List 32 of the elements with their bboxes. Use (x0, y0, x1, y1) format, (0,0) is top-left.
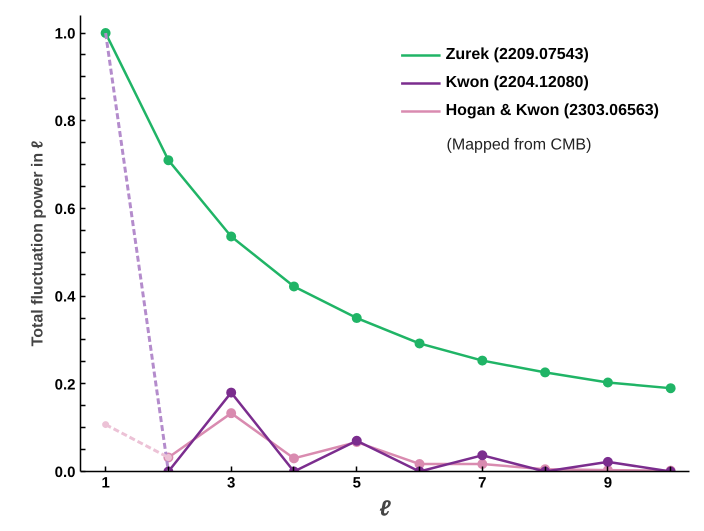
x-tick-label: 9 (604, 474, 612, 492)
point (477, 450, 488, 460)
annotation: (Mapped from CMB) (446, 136, 592, 154)
point (666, 383, 676, 394)
legend-label: Kwon (2204.12080) (446, 74, 589, 92)
y-tick-label: 0.6 (54, 200, 76, 218)
point (288, 453, 299, 464)
point (102, 421, 110, 428)
x-tick-label: 5 (352, 474, 361, 492)
point (226, 408, 236, 418)
point (414, 338, 425, 348)
legend-label: Hogan & Kwon (2303.06563) (446, 102, 659, 120)
point (352, 313, 362, 324)
x-tick-label: 7 (478, 474, 486, 492)
legend-label: Zurek (2209.07543) (446, 46, 589, 64)
x-axis-title: ℓ (379, 496, 392, 520)
y-tick-label: 0.0 (54, 464, 76, 481)
x-tick-label: 3 (227, 474, 236, 492)
point (288, 281, 299, 292)
point (602, 378, 613, 388)
point (477, 356, 488, 366)
point (163, 155, 174, 166)
y-tick-label: 0.4 (54, 288, 76, 306)
x-tick-label: 1 (101, 474, 110, 492)
y-tick-label: 1.0 (54, 26, 76, 43)
y-axis-title: Total fluctuation power in ℓ (30, 140, 47, 346)
point (226, 388, 236, 398)
y-tick-label: 0.2 (54, 376, 76, 394)
point (226, 231, 236, 242)
point (540, 367, 550, 378)
point (602, 456, 613, 467)
y-tick-label: 0.8 (54, 113, 76, 130)
